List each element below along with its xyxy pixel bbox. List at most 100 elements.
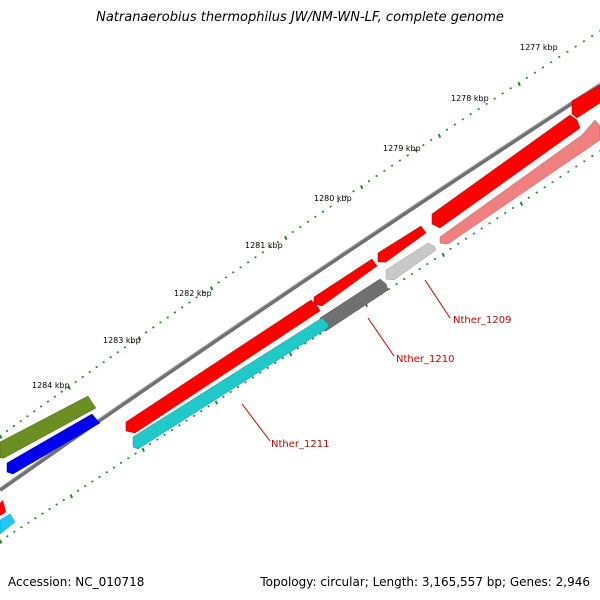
inner-ruler-tick: [199, 409, 203, 413]
inner-ruler-tick: [289, 352, 293, 357]
outer-ruler-tick: [12, 424, 16, 428]
outer-ruler-tick: [590, 34, 594, 38]
inner-ruler-tick: [426, 262, 429, 266]
outer-ruler-tick: [152, 326, 155, 329]
outer-ruler-tick: [159, 321, 162, 324]
outer-ruler-tick: [166, 316, 169, 319]
outer-ruler-tick: [239, 266, 242, 269]
outer-ruler-tick: [299, 225, 302, 229]
outer-ruler-tick: [246, 261, 250, 264]
leader-1209: [424, 279, 451, 319]
cds-red-1280: [377, 225, 427, 263]
outer-ruler-tick: [375, 174, 378, 178]
cds-lightred-1278: [439, 119, 600, 245]
outer-ruler-tick: [541, 66, 545, 69]
outer-ruler-tick: [477, 107, 480, 111]
outer-ruler-tick: [210, 286, 214, 291]
ruler-label-1282: 1282 kbp: [174, 289, 212, 298]
topology-text: Topology: circular; Length: 3,165,557 bp…: [260, 575, 590, 589]
outer-ruler-tick: [306, 220, 310, 223]
outer-ruler-tick: [5, 429, 9, 433]
inner-ruler-tick: [519, 201, 524, 206]
inner-ruler-tick: [464, 237, 468, 240]
inner-ruler-tick: [134, 452, 137, 455]
outer-ruler-tick: [276, 240, 280, 244]
inner-ruler-tick: [148, 443, 152, 446]
cds-lightgray-1209: [385, 242, 437, 281]
cds-cyan-1211: [132, 317, 329, 450]
cds-cyan-edge: [0, 513, 16, 535]
inner-ruler-tick: [251, 376, 255, 379]
ruler-label-1283: 1283 kbp: [103, 336, 141, 345]
inner-ruler-tick: [281, 357, 285, 360]
outer-ruler-tick: [95, 365, 98, 369]
outer-ruler-tick: [352, 190, 355, 193]
inner-ruler-tick: [387, 287, 391, 291]
inner-ruler-tick: [105, 471, 108, 474]
cds-olive-1284: [0, 395, 97, 459]
outer-ruler-tick: [501, 92, 504, 95]
ruler-label-1281: 1281 kbp: [245, 241, 283, 250]
outer-ruler-tick: [130, 341, 134, 344]
inner-ruler-tick: [274, 361, 277, 365]
inner-ruler-tick: [535, 191, 538, 194]
ruler-ticks-inner: [0, 150, 600, 544]
outer-ruler-tick: [217, 281, 220, 284]
ruler-label-1277: 1277 kbp: [520, 43, 558, 52]
ruler-label-1278: 1278 kbp: [451, 94, 489, 103]
outer-ruler-tick: [314, 215, 317, 218]
inner-ruler-tick: [433, 257, 437, 261]
gene-label-nther-1209: Nther_1209: [453, 315, 511, 326]
outer-ruler-tick: [116, 351, 119, 354]
outer-ruler-tick: [180, 306, 184, 309]
inner-ruler-tick: [441, 252, 445, 258]
inner-ruler-tick: [163, 433, 166, 436]
outer-ruler-tick: [469, 113, 472, 116]
accession-text: Accession: NC_010718: [8, 575, 145, 589]
outer-ruler-tick: [344, 195, 348, 198]
outer-ruler-tick: [261, 251, 265, 254]
outer-ruler-tick: [284, 235, 288, 241]
outer-ruler-tick: [195, 296, 198, 299]
outer-ruler-tick: [33, 410, 36, 413]
outer-ruler-tick: [269, 246, 272, 249]
outer-ruler-tick: [53, 395, 57, 398]
inner-ruler-tick: [296, 347, 300, 350]
outer-ruler-tick: [46, 400, 50, 403]
inner-ruler-tick: [244, 381, 247, 384]
inner-ruler-tick: [112, 466, 116, 469]
map-title: Natranaerobius thermophilus JW/NM-WN-LF,…: [96, 10, 504, 25]
inner-ruler-tick: [20, 526, 23, 529]
inner-ruler-tick: [527, 196, 531, 199]
cds-red-1278: [431, 114, 581, 229]
inner-ruler-tick: [98, 475, 101, 479]
inner-ruler-tick: [6, 535, 9, 538]
inner-ruler-tick: [222, 395, 225, 398]
inner-ruler-tick: [91, 480, 94, 483]
inner-ruler-tick: [395, 282, 398, 286]
cds-red-1282: [125, 299, 321, 434]
inner-ruler-tick: [410, 272, 414, 276]
cds-red-edge: [0, 500, 6, 516]
outer-ruler-tick: [549, 61, 553, 64]
outer-ruler-tick: [123, 346, 127, 349]
inner-ruler-tick: [41, 512, 44, 515]
outer-ruler-tick: [566, 50, 569, 53]
inner-ruler-tick: [55, 503, 58, 506]
outer-ruler-tick: [26, 415, 29, 418]
outer-ruler-tick: [102, 360, 105, 364]
inner-ruler-tick: [156, 438, 159, 441]
cds-blue-1284: [6, 413, 101, 475]
inner-ruler-tick: [76, 489, 80, 492]
outer-ruler-tick: [533, 71, 537, 74]
outer-ruler-tick: [383, 169, 386, 172]
inner-ruler-tick: [27, 521, 30, 524]
outer-ruler-tick: [224, 276, 228, 279]
outer-ruler-tick: [202, 291, 206, 294]
outer-ruler-tick: [582, 40, 586, 43]
inner-ruler-tick: [192, 414, 196, 418]
outer-ruler-tick: [321, 210, 325, 213]
inner-ruler-tick: [496, 217, 499, 220]
outer-ruler-tick: [60, 390, 64, 393]
inner-ruler-tick: [13, 530, 16, 533]
